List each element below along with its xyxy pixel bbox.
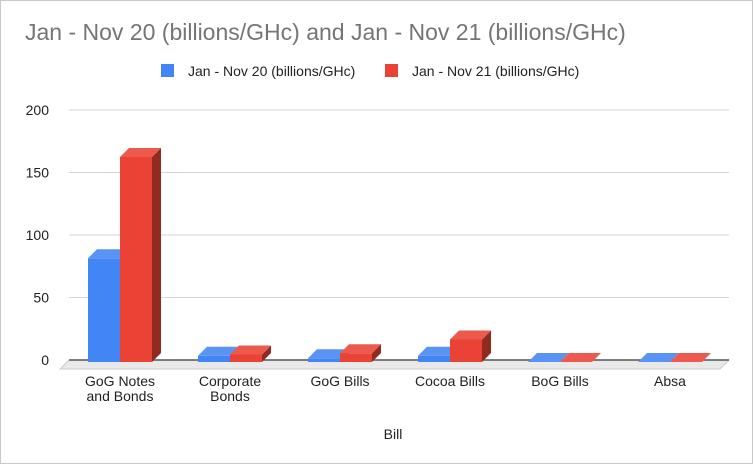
- bar-2-5: [560, 353, 601, 362]
- bar-top-face: [120, 148, 161, 157]
- legend-label-2: Jan - Nov 21 (billions/GHc): [412, 63, 579, 79]
- bar-front-face: [198, 355, 230, 362]
- legend-swatch-2: [385, 64, 398, 77]
- bar-2-4: [450, 330, 491, 362]
- bar-top-face: [308, 349, 349, 359]
- x-tick-label: Cocoa Bills: [415, 373, 485, 389]
- bar-side-face: [262, 345, 271, 362]
- bar-front-face: [418, 355, 450, 362]
- bar-side-face: [482, 330, 491, 362]
- bar-top-face: [450, 330, 491, 340]
- y-tick-label: 50: [33, 290, 49, 306]
- x-tick-label: BoG Bills: [531, 373, 589, 389]
- bar-top-face: [670, 353, 711, 362]
- bar-front-face: [308, 358, 340, 362]
- legend-label-1: Jan - Nov 20 (billions/GHc): [188, 63, 355, 79]
- x-tick-label: GoG Bills: [310, 373, 369, 389]
- bar-front-face: [230, 354, 262, 362]
- bar-front-face: [120, 157, 152, 362]
- legend-swatch-1: [161, 64, 174, 77]
- x-axis-title: Bill: [384, 426, 403, 442]
- bar-1-5: [528, 353, 569, 362]
- chart-floor: [58, 359, 731, 370]
- bar-2-1: [120, 148, 161, 362]
- bar-2-2: [230, 345, 271, 362]
- bar-front-face: [340, 353, 372, 362]
- bar-top-face: [528, 353, 569, 362]
- bar-front-face: [88, 258, 120, 362]
- bar-top-face: [638, 353, 679, 362]
- y-tick-label: 200: [26, 102, 50, 118]
- bar-top-face: [560, 353, 601, 362]
- bar-2-6: [670, 353, 711, 362]
- chart-title: Jan - Nov 20 (billions/GHc) and Jan - No…: [25, 19, 626, 45]
- bar-front-face: [450, 339, 482, 362]
- x-tick-label: Corporate Bonds: [199, 373, 261, 404]
- bar-top-face: [340, 344, 381, 354]
- x-tick-label: Absa: [654, 373, 686, 389]
- x-tick-label: GoG Notes and Bonds: [85, 373, 155, 404]
- bar-top-face: [88, 249, 129, 259]
- bar-side-face: [152, 148, 161, 362]
- bar-1-6: [638, 353, 679, 362]
- y-tick-label: 0: [41, 352, 49, 368]
- y-tick-label: 150: [26, 165, 50, 181]
- bar-top-face: [418, 346, 459, 356]
- bar-top-face: [230, 345, 271, 355]
- bar-top-face: [198, 346, 239, 356]
- y-tick-label: 100: [26, 227, 50, 243]
- bar-2-3: [340, 344, 381, 362]
- bar-side-face: [372, 344, 381, 362]
